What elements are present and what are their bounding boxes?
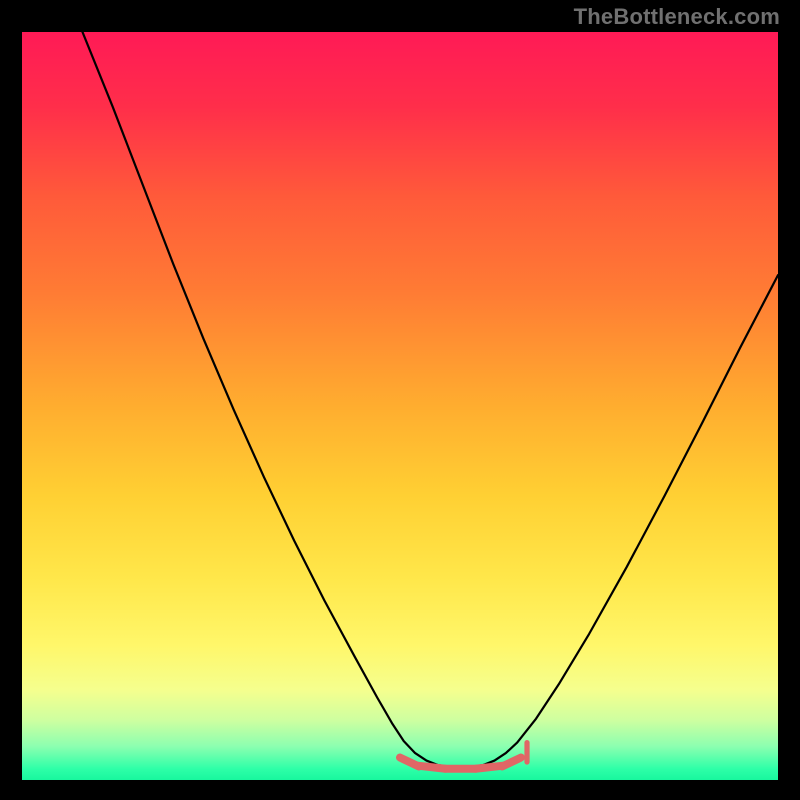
chart-frame: TheBottleneck.com (0, 0, 800, 800)
watermark-text: TheBottleneck.com (574, 4, 780, 30)
curve-overlay-svg (22, 32, 778, 780)
plot-area (22, 32, 778, 780)
bottleneck-curve (82, 32, 778, 767)
bottom-marker-segment (502, 758, 521, 767)
